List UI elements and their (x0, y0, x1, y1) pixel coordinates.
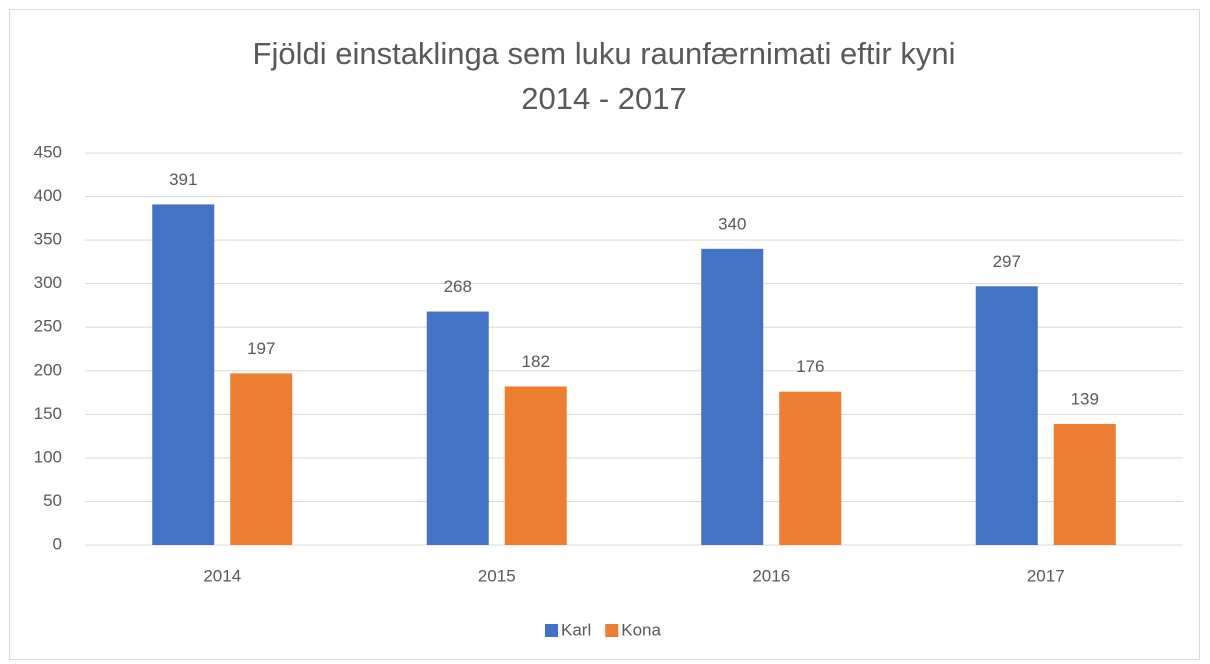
bar (426, 311, 489, 545)
bar (975, 286, 1038, 545)
legend-label: Kona (621, 620, 661, 639)
y-tick-label: 100 (34, 447, 62, 466)
legend-label: Karl (561, 620, 591, 639)
bar (504, 386, 567, 545)
data-label: 139 (1071, 389, 1099, 408)
legend-swatch (545, 624, 558, 637)
data-label: 268 (444, 277, 472, 296)
y-tick-label: 250 (34, 317, 62, 336)
chart-title: 2014 - 2017 (521, 81, 686, 116)
data-label: 340 (718, 214, 746, 233)
bar (152, 204, 215, 545)
y-tick-label: 150 (34, 404, 62, 423)
bar (1053, 423, 1116, 545)
y-tick-label: 450 (34, 142, 62, 161)
chart-title: Fjöldi einstaklinga sem luku raunfærnima… (253, 36, 956, 71)
data-label: 197 (247, 339, 275, 358)
data-label: 176 (796, 357, 824, 376)
y-tick-label: 350 (34, 230, 62, 249)
x-tick-label: 2017 (1027, 566, 1065, 585)
y-tick-label: 300 (34, 273, 62, 292)
bar (230, 373, 293, 545)
y-tick-label: 200 (34, 360, 62, 379)
data-label: 297 (993, 252, 1021, 271)
bar (701, 248, 764, 546)
legend-swatch (605, 624, 619, 637)
x-tick-label: 2016 (752, 566, 790, 585)
x-tick-label: 2015 (478, 566, 516, 585)
y-tick-label: 400 (34, 186, 62, 205)
bar (779, 391, 842, 545)
y-tick-label: 0 (53, 534, 62, 553)
x-tick-label: 2014 (203, 566, 241, 585)
data-label: 391 (169, 170, 197, 189)
y-tick-label: 50 (43, 491, 62, 510)
data-label: 182 (522, 352, 550, 371)
